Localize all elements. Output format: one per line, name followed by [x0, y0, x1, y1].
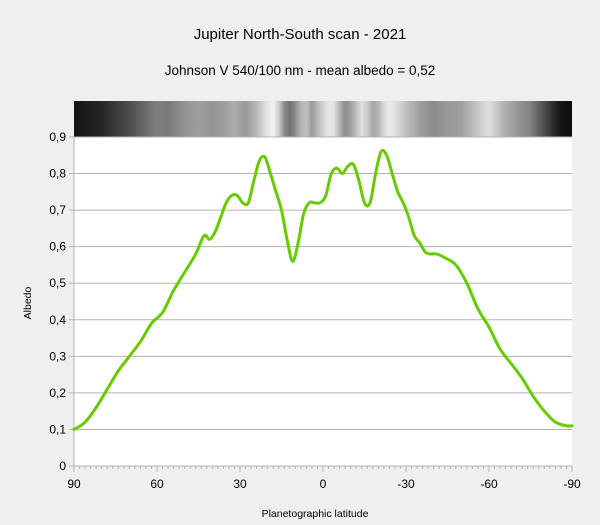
y-axis-label: Albedo [22, 286, 34, 319]
y-tick-label: 0,9 [49, 130, 66, 144]
x-tick-label: 30 [233, 477, 247, 491]
y-tick-label: 0 [59, 459, 66, 473]
y-tick-label: 0,4 [49, 313, 66, 327]
y-tick-labels: 0 0,1 0,2 0,3 0,4 0,5 0,6 0,7 0,8 0,9 [49, 130, 66, 473]
series-line [72, 148, 574, 431]
y-tick-label: 0,6 [49, 240, 66, 254]
axes [69, 136, 573, 472]
y-tick-label: 0,5 [49, 276, 66, 290]
y-tick-label: 0,1 [49, 422, 66, 436]
y-tick-label: 0,3 [49, 349, 66, 363]
grid-lines [74, 136, 572, 430]
x-tick-label: 60 [150, 477, 164, 491]
y-tick-label: 0,8 [49, 167, 66, 181]
x-axis-label: Planetographic latitude [262, 508, 369, 520]
y-tick-label: 0,2 [49, 386, 66, 400]
x-tick-label: -30 [397, 477, 415, 491]
x-tick-label: 0 [320, 477, 327, 491]
x-tick-labels: 90 60 30 0 -30 -60 -90 [67, 477, 581, 491]
x-tick-label: -60 [480, 477, 498, 491]
chart-subtitle: Johnson V 540/100 nm - mean albedo = 0,5… [164, 63, 436, 78]
plot-area [74, 137, 572, 466]
x-tick-label: -90 [563, 477, 581, 491]
y-tick-label: 0,7 [49, 203, 66, 217]
chart-title: Jupiter North-South scan - 2021 [193, 26, 407, 43]
scan-strip-image [74, 101, 572, 137]
x-tick-label: 90 [67, 477, 81, 491]
